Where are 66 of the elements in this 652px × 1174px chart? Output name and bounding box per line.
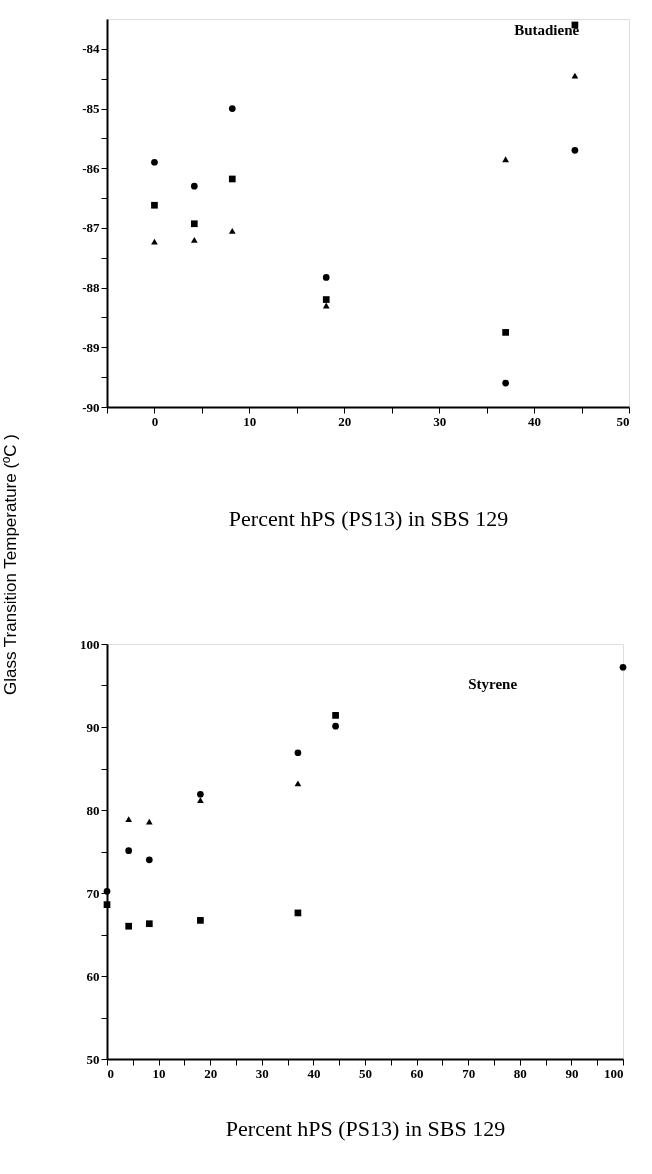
point	[145, 920, 153, 928]
point	[190, 236, 198, 243]
x-axis-title: Percent hPS (PS13) in SBS 129	[225, 1115, 506, 1141]
annotation: Styrene	[468, 676, 518, 693]
y-tick-label: 50	[86, 1051, 100, 1067]
y-tick-label: -90	[82, 399, 100, 415]
y-tick-label: -86	[82, 160, 100, 176]
point	[190, 182, 198, 190]
x-tick-label: 30	[433, 413, 447, 429]
point	[151, 201, 158, 209]
x-axis-title: Percent hPS (PS13) in SBS 129	[228, 505, 509, 531]
x-tick-label: 0	[107, 1065, 114, 1081]
y-tick-label: 80	[86, 802, 100, 818]
point	[571, 146, 579, 154]
point	[151, 158, 158, 166]
annotation: Butadiene	[514, 21, 580, 38]
x-tick-label: 40	[528, 413, 542, 429]
x-tick-label: 10	[243, 413, 257, 429]
x-tick-label: 60	[410, 1065, 424, 1081]
point	[228, 228, 236, 234]
point	[322, 296, 330, 303]
point	[190, 220, 198, 228]
x-tick-label: 30	[255, 1065, 269, 1081]
y-tick-label: 70	[86, 885, 100, 901]
x-tick-label: 70	[462, 1065, 476, 1081]
y-tick-label: -85	[82, 101, 100, 117]
x-tick-label: 40	[307, 1065, 321, 1081]
x-tick-label: 10	[152, 1065, 166, 1081]
y-tick-label: -84	[82, 41, 100, 57]
y-tick-label: 60	[86, 968, 100, 984]
x-tick-label: 100	[604, 1065, 624, 1081]
point	[103, 887, 111, 895]
point	[502, 156, 509, 163]
point	[103, 901, 111, 908]
x-tick-label: 0	[151, 413, 159, 429]
x-tick-label: 90	[565, 1065, 579, 1081]
point	[322, 274, 330, 281]
y-tick-label: -88	[82, 280, 100, 296]
point	[145, 856, 153, 864]
y-tick-label: 100	[80, 636, 100, 652]
point	[502, 329, 509, 336]
y-tick-label: -87	[82, 220, 100, 236]
point	[228, 105, 236, 112]
y-tick-label: -89	[82, 339, 100, 355]
point	[571, 72, 579, 79]
x-tick-label: 50	[359, 1065, 372, 1081]
point	[125, 922, 133, 930]
point	[125, 816, 133, 823]
point	[619, 663, 627, 671]
x-tick-label: 80	[513, 1065, 527, 1081]
point	[294, 749, 302, 757]
y-tick-label: 90	[86, 719, 100, 735]
x-tick-label: 20	[204, 1065, 218, 1081]
point	[197, 790, 204, 798]
point	[228, 175, 236, 183]
point	[332, 722, 339, 730]
point	[197, 917, 204, 924]
point	[332, 712, 339, 719]
x-tick-label: 20	[338, 413, 352, 429]
x-tick-label: 50	[616, 413, 630, 429]
point	[125, 847, 133, 855]
y-axis-title: Glass Transition Temperature (ºC )	[0, 434, 20, 695]
point	[151, 238, 158, 245]
point	[502, 379, 509, 387]
point	[197, 797, 204, 803]
point	[145, 818, 153, 825]
